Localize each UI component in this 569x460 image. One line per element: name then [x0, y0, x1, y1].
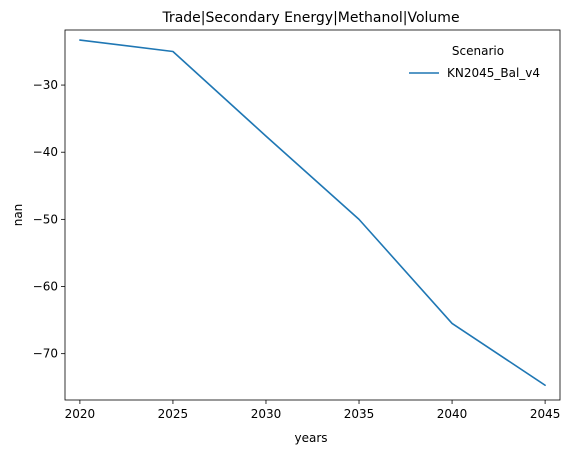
- x-tick-label: 2035: [344, 407, 375, 421]
- x-axis: 2020 2025 2030 2035 2040 2045: [65, 400, 561, 421]
- y-tick-label: −60: [33, 280, 58, 294]
- x-tick-label: 2030: [251, 407, 282, 421]
- series-line: [79, 39, 546, 387]
- series-layer: [79, 39, 546, 387]
- x-axis-label: years: [294, 431, 327, 445]
- x-tick-label: 2025: [158, 407, 189, 421]
- legend: Scenario KN2045_Bal_v4: [409, 44, 540, 80]
- y-axis: −30 −40 −50 −60 −70: [33, 78, 65, 361]
- y-tick-label: −70: [33, 347, 58, 361]
- x-tick-label: 2020: [65, 407, 96, 421]
- legend-entry-label: KN2045_Bal_v4: [447, 66, 540, 80]
- y-tick-label: −40: [33, 145, 58, 159]
- y-tick-label: −30: [33, 78, 58, 92]
- x-tick-label: 2045: [530, 407, 561, 421]
- x-tick-label: 2040: [437, 407, 468, 421]
- chart-title: Trade|Secondary Energy|Methanol|Volume: [161, 10, 459, 26]
- y-tick-label: −50: [33, 212, 58, 226]
- plot-area-frame: [64, 29, 561, 401]
- y-axis-label: nan: [11, 204, 25, 227]
- legend-title: Scenario: [452, 44, 504, 58]
